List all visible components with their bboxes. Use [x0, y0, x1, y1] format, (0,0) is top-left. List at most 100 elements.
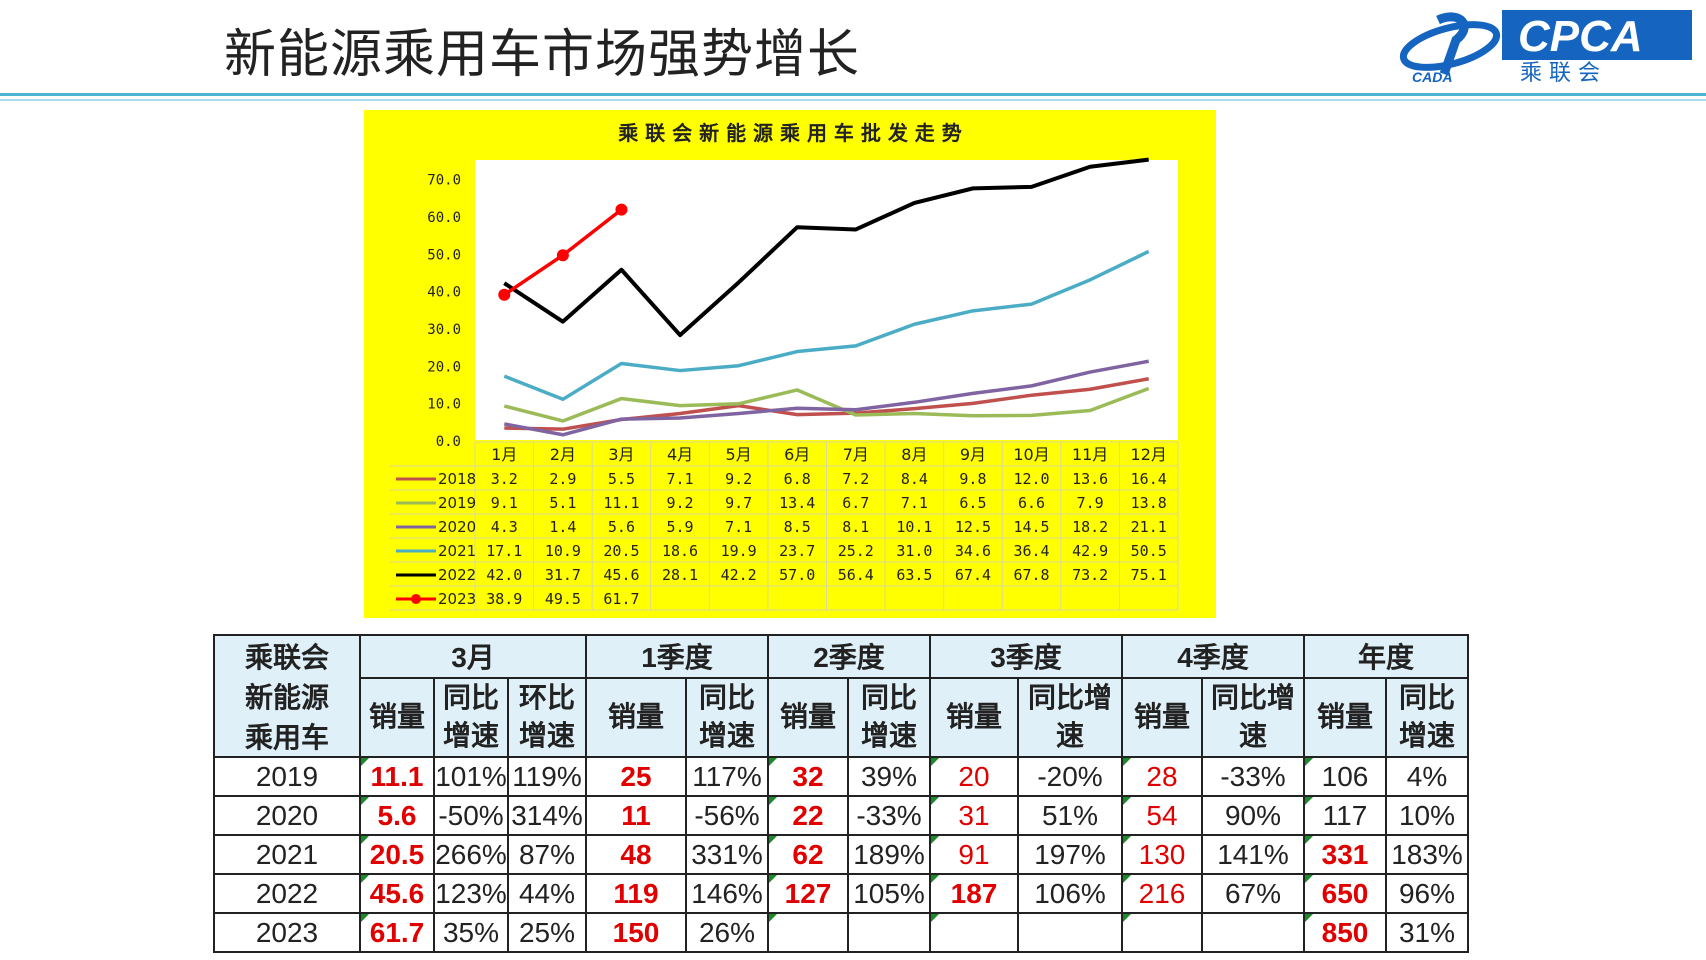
month-yoy-cell: 123%	[433, 873, 509, 914]
y-tick-label: 10.0	[427, 397, 461, 413]
month-sales-cell-text: 5.6	[377, 799, 417, 831]
year-sales-cell: 331	[1303, 834, 1387, 875]
q3-yoy-cell: 106%	[1017, 873, 1123, 914]
q3-yoy-cell: 51%	[1017, 795, 1123, 836]
q2-yoy-cell: 189%	[847, 834, 931, 875]
subheader-sales-text: 销量	[607, 701, 664, 733]
q3-sales-cell: 91	[929, 834, 1019, 875]
q4-yoy-cell: 90%	[1201, 795, 1305, 836]
x-category-label: 6月	[784, 445, 810, 464]
data-label: 17.1	[486, 542, 522, 560]
subheader-tb-line: 同比	[442, 682, 499, 714]
q2-yoy-cell: -33%	[847, 795, 931, 836]
subheader-tb-line: 增速	[1398, 720, 1455, 752]
group-header: 3季度	[929, 634, 1123, 679]
q3-yoy-cell: 197%	[1017, 834, 1123, 875]
table-row: 2022 45.6 123% 44% 119 146% 127 105% 187 106% 216 6…	[213, 873, 1469, 914]
q3-sales-cell-text: 91	[958, 838, 990, 870]
year-cell-text: 2019	[255, 760, 319, 792]
data-label: 8.5	[784, 518, 811, 536]
year-sales-cell: 650	[1303, 873, 1387, 914]
cell-comment-marker	[1305, 797, 1313, 805]
q1-yoy-cell-text: 146%	[691, 877, 763, 909]
year-cell: 2022	[213, 873, 361, 914]
month-sales-cell-text: 11.1	[370, 760, 424, 792]
table-row: 2020 5.6 -50% 314% 11 -56% 22 -33% 31 51% 54 90% 117…	[213, 795, 1469, 836]
group-header-text: 2季度	[813, 642, 885, 674]
q2-yoy-cell-text: -33%	[856, 799, 922, 831]
q1-sales-cell-text: 25	[620, 760, 652, 792]
q2-sales-cell-text: 62	[792, 838, 824, 870]
cell-comment-marker	[1305, 758, 1313, 766]
series-line-2020	[503, 359, 1150, 437]
year-yoy-cell: 31%	[1385, 912, 1469, 953]
q1-yoy-cell: 331%	[685, 834, 769, 875]
subheader-sales: 销量	[359, 676, 435, 759]
data-label: 12.0	[1013, 470, 1049, 488]
subheader-tb-line: 同比	[1398, 682, 1455, 714]
data-label: 42.0	[486, 566, 522, 584]
year-cell-text: 2023	[255, 916, 319, 948]
legend-label: 2022	[438, 566, 476, 584]
q1-sales-cell-text: 150	[612, 916, 660, 948]
q2-yoy-cell: 105%	[847, 873, 931, 914]
year-sales-cell-text: 117	[1322, 799, 1368, 831]
month-sales-cell: 20.5	[359, 834, 435, 875]
q2-sales-cell-text: 32	[792, 760, 824, 792]
cell-comment-marker	[769, 914, 777, 922]
month-sales-cell: 5.6	[359, 795, 435, 836]
cell-comment-marker	[769, 758, 777, 766]
year-sales-cell-text: 650	[1321, 877, 1369, 909]
month-mom-cell: 44%	[507, 873, 587, 914]
subheader-tb-line: 增速	[698, 720, 755, 752]
data-label: 45.6	[603, 566, 639, 584]
month-sales-cell: 45.6	[359, 873, 435, 914]
data-label: 57.0	[779, 566, 815, 584]
year-yoy-cell-text: 96%	[1398, 877, 1456, 909]
month-sales-cell: 11.1	[359, 756, 435, 797]
subheader-sales: 销量	[1121, 676, 1203, 759]
plot-area	[475, 160, 1178, 440]
q3-sales-cell: 20	[929, 756, 1019, 797]
year-yoy-cell-text: 10%	[1398, 799, 1456, 831]
data-label: 7.9	[1077, 494, 1104, 512]
data-label: 4.3	[491, 518, 518, 536]
q3-sales-cell-text: 31	[958, 799, 990, 831]
table-header-row: 乘联会 新能源 乘用车 3月 1季度 2季度 3季度 4季度 年度	[213, 634, 1469, 758]
month-yoy-cell-text: 123%	[435, 877, 507, 909]
data-label: 42.2	[721, 566, 757, 584]
corner-header-line: 新能源	[244, 682, 329, 713]
subheader-tb: 同比 增速	[685, 676, 769, 759]
q1-sales-cell: 25	[585, 756, 687, 797]
legend-label: 2020	[438, 518, 476, 536]
data-label: 8.4	[901, 470, 928, 488]
data-label: 9.2	[725, 470, 752, 488]
q3-yoy-cell-text: 197%	[1034, 838, 1106, 870]
q2-yoy-cell	[847, 912, 931, 953]
subheader-tb-line: 增速	[442, 720, 499, 752]
data-label: 10.9	[545, 542, 581, 560]
cell-comment-marker	[1305, 836, 1313, 844]
q1-yoy-cell-text: 331%	[691, 838, 763, 870]
group-header-text: 年度	[1357, 642, 1414, 674]
month-mom-cell: 119%	[507, 756, 587, 797]
subheader-tb: 同比 增速	[433, 676, 509, 759]
data-label: 23.7	[779, 542, 815, 560]
x-category-label: 7月	[843, 445, 869, 464]
logo-subtext: 乘 联 会	[1520, 61, 1600, 84]
cell-comment-marker	[1123, 914, 1131, 922]
cell-comment-marker	[361, 836, 369, 844]
data-label: 7.1	[725, 518, 752, 536]
year-cell-text: 2020	[255, 799, 319, 831]
q3-yoy-cell-text: 106%	[1034, 877, 1106, 909]
q4-yoy-cell: 141%	[1201, 834, 1305, 875]
sales-table-wrapper: 乘联会 新能源 乘用车 3月 1季度 2季度 3季度 4季度 年度 销量 同比 增速 环比 增速 销量 同比增…	[213, 634, 1469, 953]
q3-sales-cell	[929, 912, 1019, 953]
cell-comment-marker	[1123, 875, 1131, 883]
group-header: 年度	[1303, 634, 1469, 679]
data-point-2023	[498, 288, 511, 301]
y-tick-label: 30.0	[427, 322, 461, 338]
data-label: 13.4	[779, 494, 815, 512]
subheader-tb-line: 同比	[860, 682, 917, 714]
data-label: 13.8	[1131, 494, 1167, 512]
